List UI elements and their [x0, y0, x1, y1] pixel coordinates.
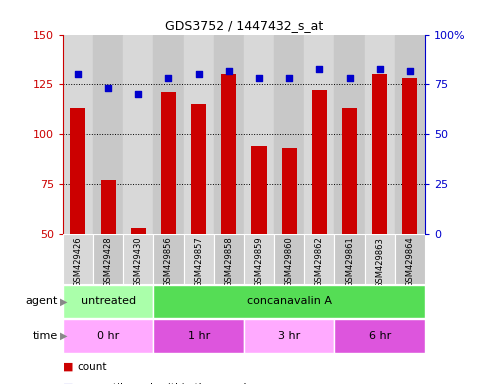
Bar — [395, 234, 425, 284]
Bar — [244, 319, 334, 353]
Point — [406, 68, 414, 74]
Text: GSM429856: GSM429856 — [164, 237, 173, 288]
Point — [346, 75, 354, 81]
Bar — [213, 234, 244, 284]
Point — [255, 75, 263, 81]
Text: concanavalin A: concanavalin A — [247, 296, 332, 306]
Bar — [365, 35, 395, 234]
Text: 1 hr: 1 hr — [187, 331, 210, 341]
Point — [315, 65, 323, 71]
Bar — [334, 35, 365, 234]
Bar — [154, 35, 184, 234]
Point — [74, 71, 82, 78]
Text: time: time — [33, 331, 58, 341]
Text: ▶: ▶ — [60, 331, 68, 341]
Bar — [131, 228, 146, 334]
Text: count: count — [77, 362, 107, 372]
Bar — [402, 78, 417, 334]
Text: GSM429863: GSM429863 — [375, 237, 384, 288]
Text: ■: ■ — [63, 383, 73, 384]
Bar — [93, 234, 123, 284]
Bar — [93, 35, 123, 234]
Point — [165, 75, 172, 81]
Bar — [274, 35, 304, 234]
Text: ■: ■ — [63, 362, 73, 372]
Bar — [63, 319, 154, 353]
Bar — [334, 319, 425, 353]
Text: GSM429428: GSM429428 — [103, 237, 113, 287]
Bar — [304, 234, 334, 284]
Bar — [221, 74, 236, 334]
Text: ▶: ▶ — [60, 296, 68, 306]
Text: untreated: untreated — [81, 296, 136, 306]
Point — [225, 68, 233, 74]
Bar — [252, 146, 267, 334]
Text: 3 hr: 3 hr — [278, 331, 300, 341]
Bar — [274, 234, 304, 284]
Bar — [244, 234, 274, 284]
Bar — [63, 285, 154, 318]
Point — [104, 85, 112, 91]
Bar — [63, 35, 93, 234]
Bar — [154, 319, 244, 353]
Bar — [184, 234, 213, 284]
Text: GSM429862: GSM429862 — [315, 237, 324, 288]
Bar — [342, 108, 357, 334]
Bar — [123, 35, 154, 234]
Bar — [100, 180, 115, 334]
Text: 0 hr: 0 hr — [97, 331, 119, 341]
Point — [376, 65, 384, 71]
Bar — [123, 234, 154, 284]
Point — [134, 91, 142, 98]
Point — [195, 71, 202, 78]
Text: GSM429861: GSM429861 — [345, 237, 354, 288]
Bar — [304, 35, 334, 234]
Bar — [312, 91, 327, 334]
Bar — [184, 35, 213, 234]
Text: GSM429857: GSM429857 — [194, 237, 203, 288]
Bar — [154, 234, 184, 284]
Bar — [161, 93, 176, 334]
Text: GSM429426: GSM429426 — [73, 237, 83, 287]
Text: 6 hr: 6 hr — [369, 331, 391, 341]
Point — [285, 75, 293, 81]
Text: GSM429858: GSM429858 — [224, 237, 233, 288]
Bar — [334, 234, 365, 284]
Bar — [213, 35, 244, 234]
Text: GSM429430: GSM429430 — [134, 237, 143, 287]
Text: percentile rank within the sample: percentile rank within the sample — [77, 383, 253, 384]
Bar — [63, 234, 93, 284]
Bar — [282, 148, 297, 334]
Bar — [395, 35, 425, 234]
Text: GSM429864: GSM429864 — [405, 237, 414, 288]
Bar — [372, 74, 387, 334]
Bar — [244, 35, 274, 234]
Title: GDS3752 / 1447432_s_at: GDS3752 / 1447432_s_at — [165, 19, 323, 32]
Bar — [365, 234, 395, 284]
Text: GSM429860: GSM429860 — [284, 237, 294, 288]
Text: agent: agent — [26, 296, 58, 306]
Bar — [191, 104, 206, 334]
Text: GSM429859: GSM429859 — [255, 237, 264, 287]
Bar — [154, 285, 425, 318]
Bar — [71, 108, 85, 334]
